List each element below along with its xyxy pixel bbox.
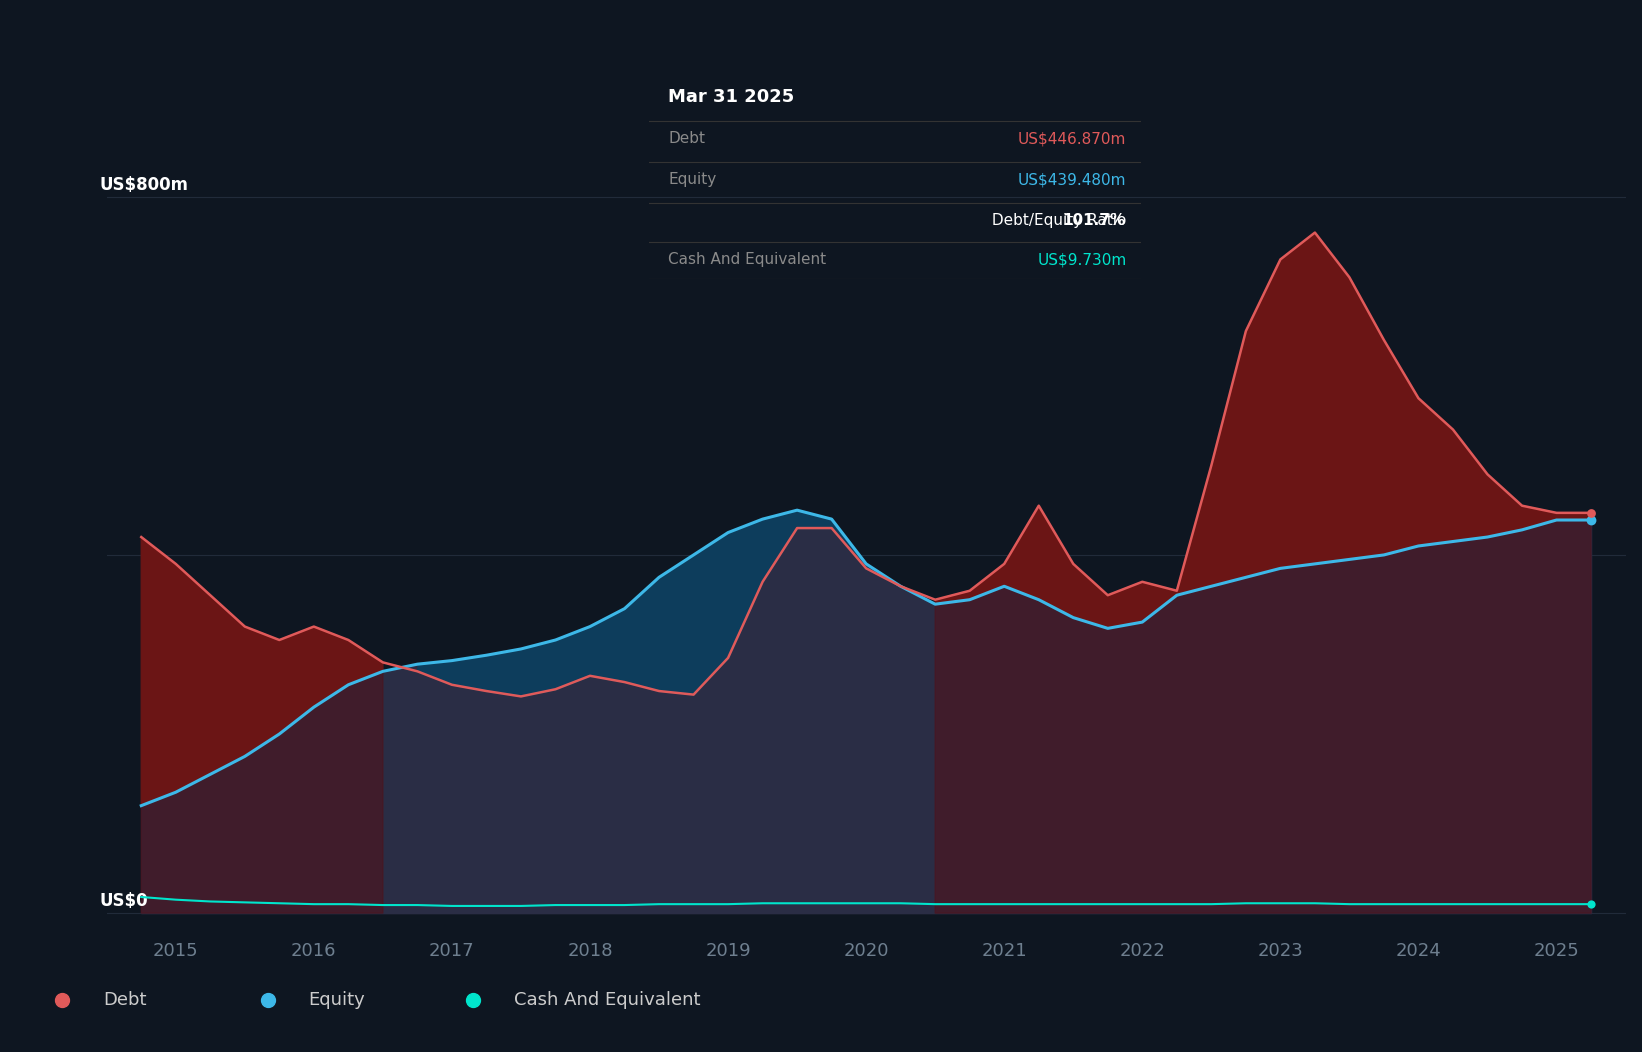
Text: US$0: US$0 xyxy=(100,892,148,910)
Text: Debt: Debt xyxy=(668,132,706,146)
Text: Cash And Equivalent: Cash And Equivalent xyxy=(514,991,701,1009)
Text: Debt/Equity Ratio: Debt/Equity Ratio xyxy=(987,214,1126,228)
Point xyxy=(1578,511,1604,528)
Text: US$800m: US$800m xyxy=(100,176,189,194)
Text: US$439.480m: US$439.480m xyxy=(1018,173,1126,187)
Text: Mar 31 2025: Mar 31 2025 xyxy=(668,88,795,106)
Text: US$446.870m: US$446.870m xyxy=(1018,132,1126,146)
Text: Cash And Equivalent: Cash And Equivalent xyxy=(668,252,826,267)
Text: Equity: Equity xyxy=(668,173,716,187)
Text: US$9.730m: US$9.730m xyxy=(1038,252,1126,267)
Text: Equity: Equity xyxy=(309,991,366,1009)
Point xyxy=(1578,504,1604,521)
Text: Debt: Debt xyxy=(103,991,146,1009)
Text: 101.7%: 101.7% xyxy=(1062,214,1126,228)
Point xyxy=(1578,895,1604,912)
